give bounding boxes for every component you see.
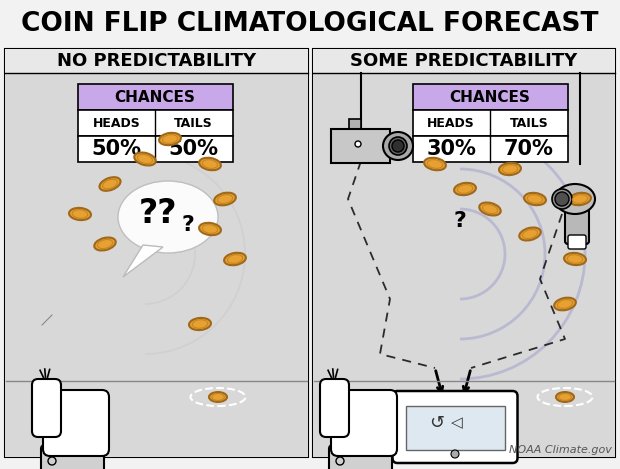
Circle shape xyxy=(451,450,459,458)
Ellipse shape xyxy=(209,392,227,402)
Circle shape xyxy=(555,192,569,206)
Ellipse shape xyxy=(564,253,586,265)
Ellipse shape xyxy=(389,137,407,155)
Polygon shape xyxy=(123,245,163,277)
Text: NOAA Climate.gov: NOAA Climate.gov xyxy=(509,445,612,455)
Ellipse shape xyxy=(214,193,236,205)
Ellipse shape xyxy=(135,152,156,166)
Ellipse shape xyxy=(479,203,501,215)
FancyBboxPatch shape xyxy=(320,379,349,437)
FancyBboxPatch shape xyxy=(412,110,567,136)
Text: ??: ?? xyxy=(139,197,177,229)
FancyBboxPatch shape xyxy=(78,84,232,110)
FancyBboxPatch shape xyxy=(5,49,308,457)
FancyBboxPatch shape xyxy=(349,119,361,131)
Ellipse shape xyxy=(554,298,576,310)
Ellipse shape xyxy=(552,189,572,209)
Circle shape xyxy=(392,140,404,152)
FancyBboxPatch shape xyxy=(5,49,308,73)
Text: HEADS: HEADS xyxy=(427,116,475,129)
Text: HEADS: HEADS xyxy=(92,116,140,129)
FancyBboxPatch shape xyxy=(41,445,104,469)
Ellipse shape xyxy=(224,253,246,265)
Ellipse shape xyxy=(69,208,91,220)
Ellipse shape xyxy=(118,181,218,253)
FancyBboxPatch shape xyxy=(313,49,615,73)
Ellipse shape xyxy=(99,177,120,191)
Ellipse shape xyxy=(199,223,221,235)
Text: COIN FLIP CLIMATOLOGICAL FORECAST: COIN FLIP CLIMATOLOGICAL FORECAST xyxy=(21,11,599,37)
FancyBboxPatch shape xyxy=(5,73,308,457)
Text: 30%: 30% xyxy=(427,139,476,159)
FancyBboxPatch shape xyxy=(331,390,397,456)
Ellipse shape xyxy=(569,193,591,205)
Ellipse shape xyxy=(454,183,476,195)
Text: TAILS: TAILS xyxy=(510,116,548,129)
Text: ◁: ◁ xyxy=(451,416,463,431)
Text: SOME PREDICTABILITY: SOME PREDICTABILITY xyxy=(350,52,578,70)
Ellipse shape xyxy=(524,193,546,205)
Ellipse shape xyxy=(499,163,521,175)
FancyBboxPatch shape xyxy=(32,379,61,437)
Text: 50%: 50% xyxy=(91,139,141,159)
FancyBboxPatch shape xyxy=(78,136,232,162)
Ellipse shape xyxy=(383,132,413,160)
Ellipse shape xyxy=(189,318,211,330)
Ellipse shape xyxy=(520,227,541,241)
Text: ?: ? xyxy=(454,211,466,231)
FancyBboxPatch shape xyxy=(412,136,567,162)
Ellipse shape xyxy=(555,184,595,214)
Ellipse shape xyxy=(159,133,181,145)
Ellipse shape xyxy=(199,158,221,170)
Ellipse shape xyxy=(556,392,574,402)
Circle shape xyxy=(355,141,361,147)
Text: CHANCES: CHANCES xyxy=(115,90,195,105)
Text: 70%: 70% xyxy=(504,139,554,159)
FancyBboxPatch shape xyxy=(568,235,586,249)
FancyBboxPatch shape xyxy=(313,73,615,457)
Text: NO PREDICTABILITY: NO PREDICTABILITY xyxy=(57,52,256,70)
FancyBboxPatch shape xyxy=(405,406,505,450)
FancyBboxPatch shape xyxy=(43,390,109,456)
Text: ↺: ↺ xyxy=(430,414,445,432)
FancyBboxPatch shape xyxy=(331,129,390,163)
Ellipse shape xyxy=(94,237,116,250)
Text: ?: ? xyxy=(182,215,195,235)
Text: CHANCES: CHANCES xyxy=(450,90,531,105)
Text: TAILS: TAILS xyxy=(174,116,213,129)
FancyBboxPatch shape xyxy=(313,49,615,457)
Ellipse shape xyxy=(424,158,446,170)
Text: 50%: 50% xyxy=(169,139,219,159)
FancyBboxPatch shape xyxy=(565,208,589,244)
FancyBboxPatch shape xyxy=(78,110,232,136)
FancyBboxPatch shape xyxy=(412,84,567,110)
FancyBboxPatch shape xyxy=(392,391,518,463)
FancyBboxPatch shape xyxy=(329,445,392,469)
